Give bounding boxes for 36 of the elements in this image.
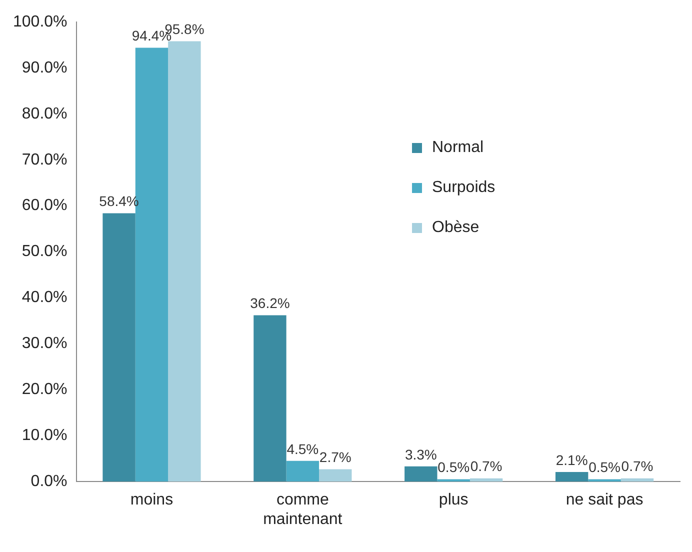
y-tick-label: 90.0%	[22, 59, 68, 76]
x-tick-label: comme maintenant	[263, 492, 343, 528]
data-label: 36.2%	[250, 295, 290, 312]
legend-label: Normal	[432, 139, 484, 157]
bar	[470, 478, 503, 482]
y-tick-label: 100.0%	[13, 13, 68, 30]
y-tick-label: 70.0%	[22, 151, 68, 168]
data-label: 0.5%	[588, 459, 620, 476]
bar	[404, 466, 438, 482]
y-tick-label: 60.0%	[22, 197, 68, 214]
x-tick-label: moins	[130, 492, 174, 509]
data-label: 4.5%	[286, 440, 319, 457]
data-label: 0.5%	[438, 459, 470, 476]
x-tick-label: ne sait pas	[566, 492, 644, 509]
data-label: 3.3%	[404, 446, 437, 462]
y-tick-label: 10.0%	[22, 427, 68, 444]
data-label: 0.7%	[470, 458, 502, 474]
bar	[254, 315, 286, 482]
x-tick-label: plus	[438, 492, 468, 509]
data-label: 2.1%	[556, 452, 588, 468]
bar	[620, 478, 654, 482]
y-tick-label: 40.0%	[22, 289, 68, 306]
y-tick-label: 80.0%	[22, 105, 68, 122]
legend-label: Surpoids	[432, 179, 496, 197]
legend-label: Obèse	[432, 219, 480, 237]
data-label: 0.7%	[621, 458, 654, 474]
bar	[102, 213, 136, 482]
y-tick-label: 30.0%	[22, 335, 68, 352]
y-tick-label: 50.0%	[22, 243, 68, 260]
bar	[168, 41, 201, 482]
y-tick-label: 20.0%	[22, 381, 68, 398]
bar	[319, 469, 352, 482]
y-tick-label: 0.0%	[30, 473, 68, 490]
bar	[286, 460, 320, 482]
bar	[555, 472, 588, 482]
data-label: 2.7%	[319, 449, 352, 466]
